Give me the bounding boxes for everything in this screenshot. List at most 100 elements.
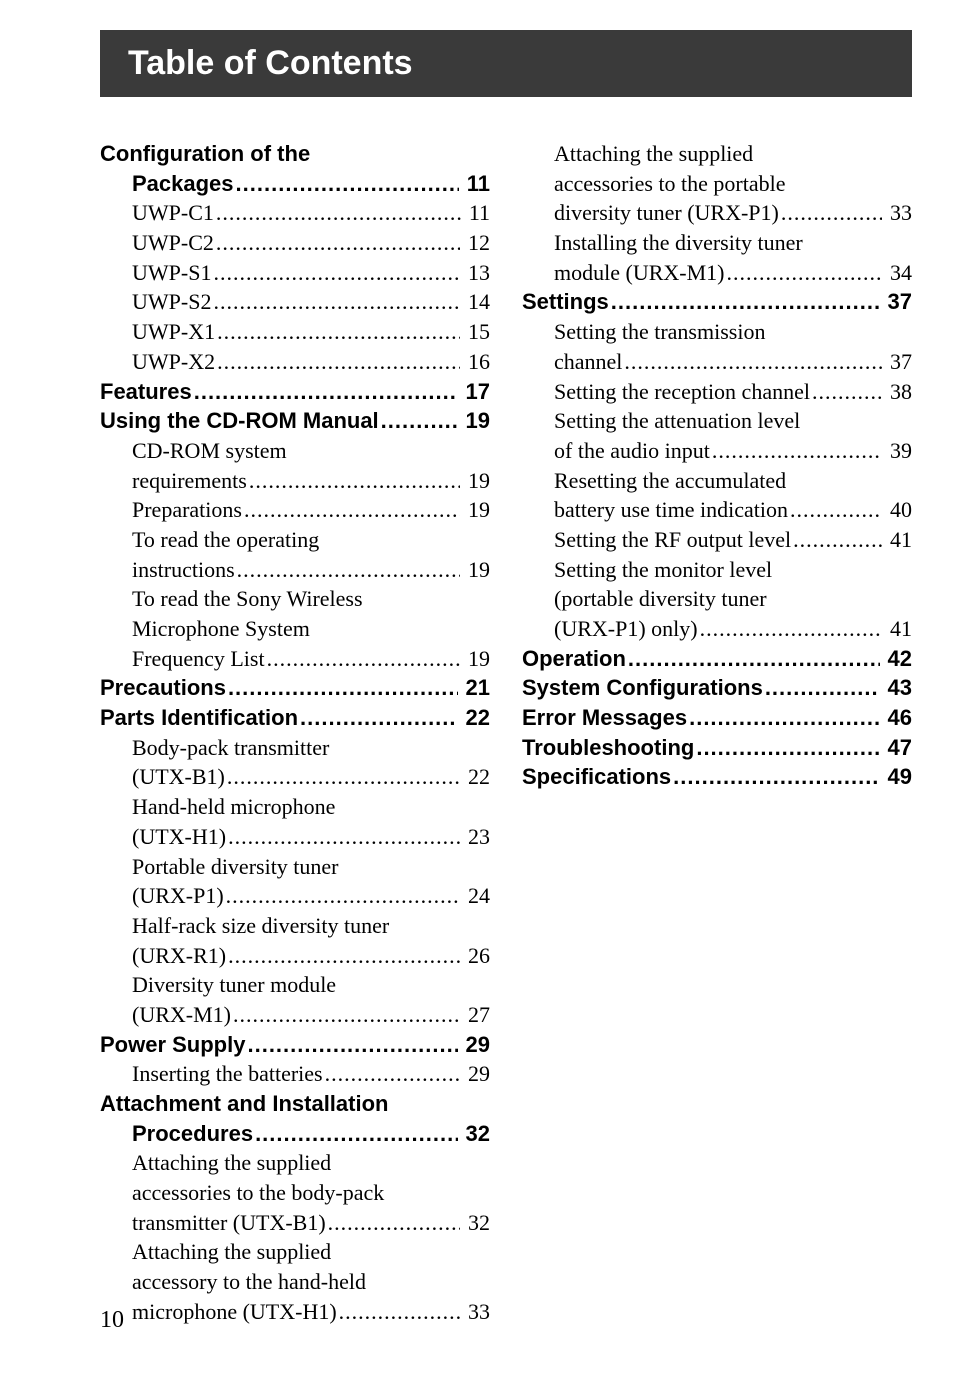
toc-label: Precautions bbox=[100, 673, 226, 703]
toc-page-number: 41 bbox=[886, 614, 912, 644]
toc-leader-dots bbox=[228, 941, 460, 971]
toc-page-number: 40 bbox=[886, 495, 912, 525]
toc-label: (UTX-H1) bbox=[132, 822, 226, 852]
toc-leader-dots bbox=[790, 495, 882, 525]
toc-continuation-line: Body-pack transmitter bbox=[100, 733, 490, 763]
toc-page-number: 23 bbox=[464, 822, 490, 852]
toc-leader-dots bbox=[673, 762, 879, 792]
toc-leader-dots bbox=[216, 228, 460, 258]
toc-continuation-line: Configuration of the bbox=[100, 139, 490, 169]
toc-continuation-line: Attaching the supplied bbox=[100, 1237, 490, 1267]
toc-page-number: 37 bbox=[884, 287, 912, 317]
toc-row: Operation42 bbox=[522, 644, 912, 674]
toc-label: Parts Identification bbox=[100, 703, 298, 733]
toc-leader-dots bbox=[689, 703, 879, 733]
toc-leader-dots bbox=[328, 1208, 460, 1238]
toc-page-number: 16 bbox=[464, 347, 490, 377]
toc-row: channel37 bbox=[522, 347, 912, 377]
toc-row: Setting the reception channel38 bbox=[522, 377, 912, 407]
toc-leader-dots bbox=[249, 466, 460, 496]
toc-continuation-line: (portable diversity tuner bbox=[522, 584, 912, 614]
toc-leader-dots bbox=[233, 1000, 460, 1030]
toc-page-number: 17 bbox=[462, 377, 490, 407]
toc-label: Preparations bbox=[132, 495, 242, 525]
toc-continuation-line: Half-rack size diversity tuner bbox=[100, 911, 490, 941]
toc-row: diversity tuner (URX-P1)33 bbox=[522, 198, 912, 228]
toc-page-number: 19 bbox=[464, 466, 490, 496]
toc-row: Parts Identification 22 bbox=[100, 703, 490, 733]
toc-page-number: 14 bbox=[464, 287, 490, 317]
toc-row: Specifications49 bbox=[522, 762, 912, 792]
toc-leader-dots bbox=[213, 287, 460, 317]
toc-row: (URX-R1) 26 bbox=[100, 941, 490, 971]
toc-row: UWP-C111 bbox=[100, 198, 490, 228]
toc-leader-dots bbox=[217, 317, 460, 347]
toc-label: battery use time indication bbox=[554, 495, 788, 525]
toc-label: UWP-X2 bbox=[132, 347, 215, 377]
toc-leader-dots bbox=[325, 1059, 460, 1089]
toc-row: (URX-P1) only)41 bbox=[522, 614, 912, 644]
toc-label: of the audio input bbox=[554, 436, 710, 466]
toc-page-number: 37 bbox=[886, 347, 912, 377]
toc-page-number: 33 bbox=[886, 198, 912, 228]
toc-label: Using the CD-ROM Manual bbox=[100, 406, 379, 436]
toc-continuation-line: Diversity tuner module bbox=[100, 970, 490, 1000]
toc-row: System Configurations43 bbox=[522, 673, 912, 703]
toc-leader-dots bbox=[765, 673, 880, 703]
toc-leader-dots bbox=[236, 169, 459, 199]
toc-header: Table of Contents bbox=[100, 30, 912, 97]
toc-page-number: 11 bbox=[465, 198, 490, 228]
toc-leader-dots bbox=[781, 198, 882, 228]
toc-right-column: Attaching the suppliedaccessories to the… bbox=[522, 139, 912, 1327]
toc-row: requirements 19 bbox=[100, 466, 490, 496]
toc-row: Using the CD-ROM Manual 19 bbox=[100, 406, 490, 436]
toc-continuation-line: Attachment and Installation bbox=[100, 1089, 490, 1119]
toc-row: battery use time indication 40 bbox=[522, 495, 912, 525]
toc-page-number: 47 bbox=[884, 733, 912, 763]
toc-row: of the audio input39 bbox=[522, 436, 912, 466]
toc-label: Frequency List bbox=[132, 644, 265, 674]
toc-leader-dots bbox=[381, 406, 458, 436]
toc-label: transmitter (UTX-B1) bbox=[132, 1208, 326, 1238]
toc-page-number: 22 bbox=[462, 703, 490, 733]
toc-row: (UTX-H1) 23 bbox=[100, 822, 490, 852]
toc-label: (URX-R1) bbox=[132, 941, 226, 971]
toc-leader-dots bbox=[700, 614, 882, 644]
toc-label: Setting the RF output level bbox=[554, 525, 791, 555]
toc-leader-dots bbox=[812, 377, 882, 407]
toc-row: Inserting the batteries29 bbox=[100, 1059, 490, 1089]
toc-page-number: 13 bbox=[464, 258, 490, 288]
toc-label: (UTX-B1) bbox=[132, 762, 225, 792]
toc-page-number: 19 bbox=[464, 644, 490, 674]
toc-leader-dots bbox=[793, 525, 882, 555]
toc-page-number: 33 bbox=[464, 1297, 490, 1327]
toc-row: (URX-M1) 27 bbox=[100, 1000, 490, 1030]
toc-page-number: 32 bbox=[462, 1119, 490, 1149]
toc-row: instructions19 bbox=[100, 555, 490, 585]
toc-page-number: 22 bbox=[464, 762, 490, 792]
toc-continuation-line: Installing the diversity tuner bbox=[522, 228, 912, 258]
toc-label: requirements bbox=[132, 466, 247, 496]
toc-continuation-line: Attaching the supplied bbox=[100, 1148, 490, 1178]
toc-row: (URX-P1)24 bbox=[100, 881, 490, 911]
toc-leader-dots bbox=[217, 347, 460, 377]
toc-page-number: 24 bbox=[464, 881, 490, 911]
toc-page-number: 27 bbox=[464, 1000, 490, 1030]
toc-row: Precautions21 bbox=[100, 673, 490, 703]
toc-continuation-line: Microphone System bbox=[100, 614, 490, 644]
toc-row: Frequency List 19 bbox=[100, 644, 490, 674]
toc-label: UWP-X1 bbox=[132, 317, 215, 347]
toc-label: (URX-M1) bbox=[132, 1000, 231, 1030]
toc-continuation-line: Setting the transmission bbox=[522, 317, 912, 347]
toc-continuation-line: Resetting the accumulated bbox=[522, 466, 912, 496]
toc-row: (UTX-B1) 22 bbox=[100, 762, 490, 792]
toc-page-number: 11 bbox=[463, 169, 490, 199]
toc-continuation-line: accessory to the hand-held bbox=[100, 1267, 490, 1297]
toc-leader-dots bbox=[244, 495, 460, 525]
toc-leader-dots bbox=[624, 347, 882, 377]
toc-continuation-line: Attaching the supplied bbox=[522, 139, 912, 169]
toc-page-number: 26 bbox=[464, 941, 490, 971]
toc-row: module (URX-M1)34 bbox=[522, 258, 912, 288]
toc-page-number: 19 bbox=[462, 406, 490, 436]
toc-page-number: 32 bbox=[464, 1208, 490, 1238]
